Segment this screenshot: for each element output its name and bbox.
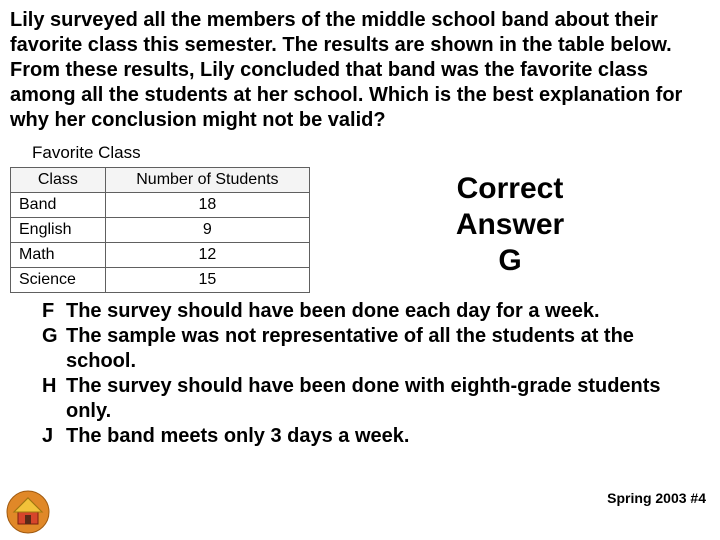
cell-class: Math <box>11 243 106 268</box>
correct-line2: Answer <box>310 207 710 243</box>
table-row: Science 15 <box>11 268 310 293</box>
cell-value: 15 <box>105 268 309 293</box>
choice-j: J The band meets only 3 days a week. <box>42 424 708 449</box>
cell-value: 12 <box>105 243 309 268</box>
choice-text: The survey should have been done each da… <box>66 299 708 324</box>
table-title: Favorite Class <box>10 141 310 167</box>
choice-letter: G <box>42 324 66 349</box>
correct-line1: Correct <box>310 171 710 207</box>
cell-class: English <box>11 218 106 243</box>
favorite-class-table: Class Number of Students Band 18 English… <box>10 167 310 293</box>
col-header-students: Number of Students <box>105 168 309 193</box>
middle-row: Favorite Class Class Number of Students … <box>0 139 720 293</box>
home-icon[interactable] <box>6 490 50 534</box>
cell-class: Science <box>11 268 106 293</box>
source-tag: Spring 2003 #4 <box>607 490 706 506</box>
table-row: Math 12 <box>11 243 310 268</box>
choice-letter: J <box>42 424 66 449</box>
choice-text: The survey should have been done with ei… <box>66 374 708 424</box>
choice-letter: H <box>42 374 66 399</box>
choice-g: G The sample was not representative of a… <box>42 324 708 374</box>
correct-answer-block: Correct Answer G <box>310 141 710 279</box>
choice-f: F The survey should have been done each … <box>42 299 708 324</box>
correct-line3: G <box>310 243 710 279</box>
cell-value: 9 <box>105 218 309 243</box>
choice-h: H The survey should have been done with … <box>42 374 708 424</box>
question-text: Lily surveyed all the members of the mid… <box>0 0 720 139</box>
table-header-row: Class Number of Students <box>11 168 310 193</box>
choice-letter: F <box>42 299 66 324</box>
answer-choices: F The survey should have been done each … <box>0 293 720 449</box>
choice-text: The band meets only 3 days a week. <box>66 424 708 449</box>
table-row: Band 18 <box>11 193 310 218</box>
cell-class: Band <box>11 193 106 218</box>
cell-value: 18 <box>105 193 309 218</box>
col-header-class: Class <box>11 168 106 193</box>
table-row: English 9 <box>11 218 310 243</box>
favorite-class-table-block: Favorite Class Class Number of Students … <box>10 141 310 293</box>
choice-text: The sample was not representative of all… <box>66 324 708 374</box>
